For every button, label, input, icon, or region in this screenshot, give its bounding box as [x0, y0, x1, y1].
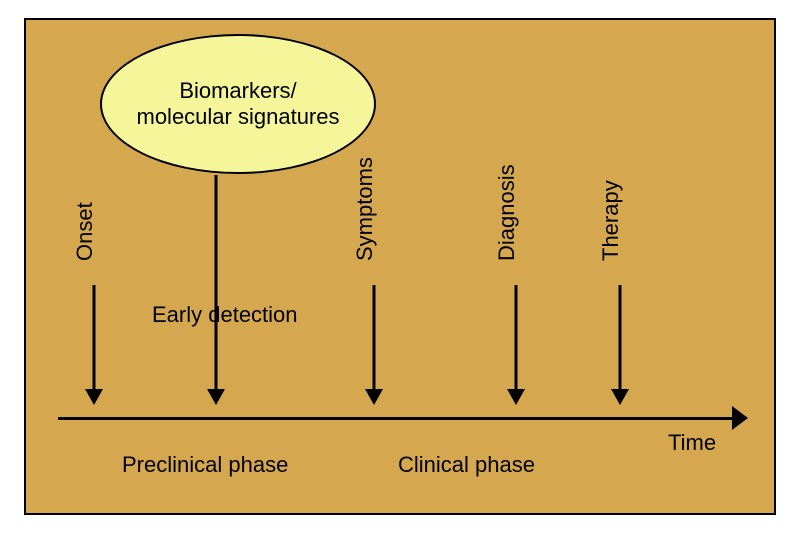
timeline-arrowhead-icon — [732, 406, 748, 430]
biomarkers-ellipse-text: Biomarkers/ molecular signatures — [137, 78, 340, 130]
ellipse-line-1: Biomarkers/ — [137, 78, 340, 104]
phase-preclinical-label: Preclinical phase — [122, 452, 288, 478]
early-detection-arrow-icon — [206, 175, 226, 405]
timeline-axis-label: Time — [668, 430, 716, 456]
diagram-root: Time Biomarkers/ molecular signatures Ea… — [0, 0, 800, 533]
event-label-therapy: Therapy — [598, 180, 624, 261]
event-arrow-onset-icon — [84, 285, 104, 405]
event-arrow-therapy-icon — [610, 285, 630, 405]
phase-clinical-label: Clinical phase — [398, 452, 535, 478]
early-detection-label: Early detection — [152, 302, 298, 328]
biomarkers-ellipse: Biomarkers/ molecular signatures — [100, 34, 376, 174]
event-label-onset: Onset — [72, 202, 98, 261]
event-arrow-diagnosis-icon — [506, 285, 526, 405]
timeline-axis — [58, 417, 732, 420]
ellipse-line-2: molecular signatures — [137, 104, 340, 130]
event-arrow-symptoms-icon — [364, 285, 384, 405]
event-label-symptoms: Symptoms — [352, 157, 378, 261]
event-label-diagnosis: Diagnosis — [494, 164, 520, 261]
